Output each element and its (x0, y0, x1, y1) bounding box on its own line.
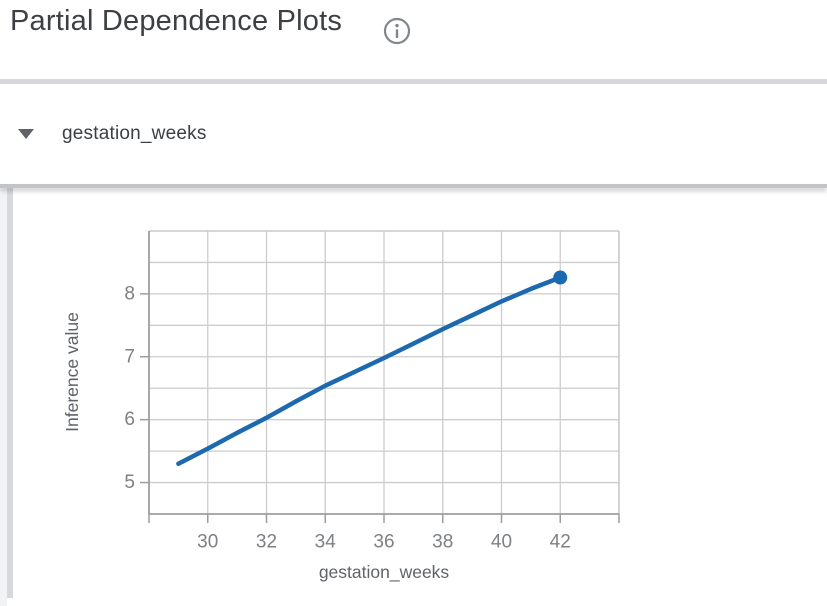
y-tick-label: 6 (124, 409, 135, 430)
x-tick-label: 42 (550, 532, 571, 553)
pdp-endpoint-marker[interactable] (553, 270, 568, 285)
y-tick-label: 5 (124, 472, 135, 493)
header-divider (0, 79, 827, 84)
y-tick-label: 8 (124, 283, 135, 304)
tick-label-layer: 5 6 7 8 30 32 34 36 38 40 42 (124, 283, 570, 552)
grid-layer (149, 230, 620, 514)
x-tick-label: 34 (315, 532, 337, 553)
feature-expander-row[interactable]: gestation_weeks (0, 84, 827, 184)
feature-name-label: gestation_weeks (62, 123, 207, 144)
vertical-scrollbar[interactable] (7, 188, 13, 598)
pdp-chart-card: 5 6 7 8 30 32 34 36 38 40 42 Inference value gesta… (0, 188, 827, 606)
page-title: Partial Dependence Plots (10, 5, 343, 37)
series-layer (176, 270, 568, 466)
x-tick-label: 36 (373, 532, 394, 553)
axis-layer (140, 231, 620, 523)
x-tick-label: 38 (432, 532, 453, 553)
info-icon[interactable] (383, 17, 411, 45)
x-tick-label: 30 (197, 532, 218, 553)
chevron-down-icon[interactable] (18, 129, 34, 139)
x-axis-title: gestation_weeks (319, 562, 450, 583)
x-tick-label: 40 (491, 532, 512, 553)
header: Partial Dependence Plots (0, 0, 827, 79)
x-tick-label: 32 (256, 532, 277, 553)
left-gutter (0, 188, 7, 606)
y-tick-label: 7 (124, 346, 135, 367)
pdp-line (176, 275, 563, 466)
section-divider (0, 184, 827, 188)
y-axis-title: Inference value (62, 312, 82, 432)
pdp-chart-svg[interactable]: 5 6 7 8 30 32 34 36 38 40 42 Inference value gesta… (0, 188, 827, 606)
